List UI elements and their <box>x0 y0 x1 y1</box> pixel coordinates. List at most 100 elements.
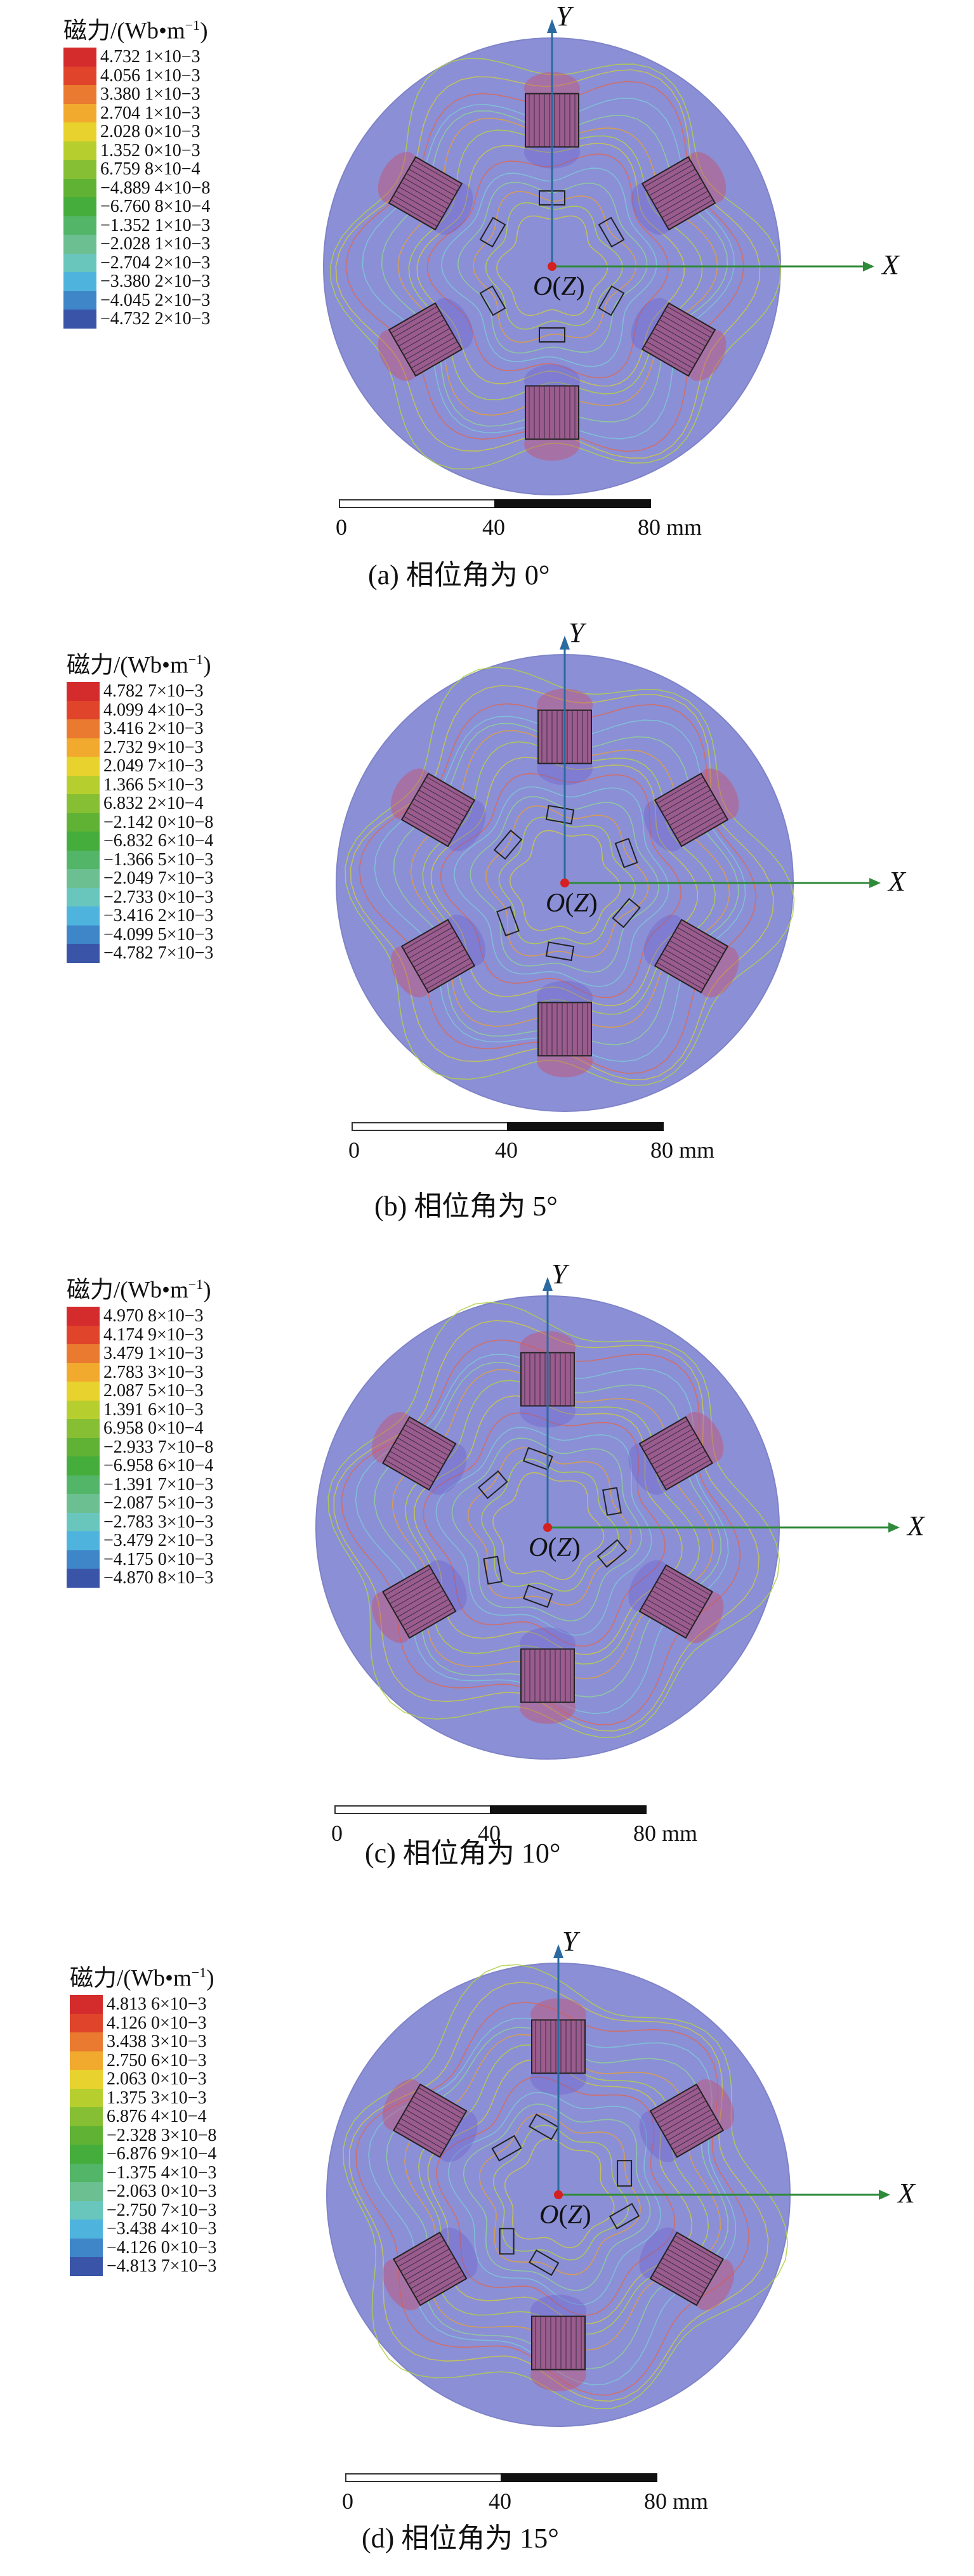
origin-dot <box>560 879 569 887</box>
magnet-block <box>378 297 473 381</box>
legend-swatch <box>67 794 100 813</box>
legend-swatch <box>70 2257 103 2276</box>
scale-label-80: 80 mm <box>650 1137 715 1163</box>
small-block <box>522 1447 553 1471</box>
legend-title: 磁力/(Wb•m−1) <box>67 1276 211 1304</box>
contour-lines <box>329 58 782 470</box>
legend-color-bar <box>63 48 96 329</box>
contour-line <box>410 729 730 1028</box>
contour-line <box>473 190 637 343</box>
origin-label: O(Z) <box>533 272 585 301</box>
legend-swatch <box>67 906 100 925</box>
legend-value: −6.832 6×10−4 <box>103 831 214 851</box>
legend-swatch <box>67 850 100 870</box>
contour-line <box>333 1319 760 1732</box>
legend-swatch <box>67 775 100 795</box>
legend-value: −2.933 7×10−8 <box>103 1437 214 1457</box>
legend-value: 3.380 1×10−3 <box>100 84 201 105</box>
legend-value: 1.366 5×10−3 <box>103 775 204 795</box>
origin-dot <box>548 262 556 271</box>
field-plot <box>336 636 881 1131</box>
legend-swatch <box>67 944 100 963</box>
legend-value: −2.087 5×10−3 <box>103 1493 214 1514</box>
magnet-block <box>378 152 473 235</box>
color-legend: 磁力/(Wb•m−1) 4.782 7×10−3 4.099 4×10−3 3.416… <box>67 647 214 963</box>
legend-value: 1.375 3×10−3 <box>107 2088 207 2108</box>
magnet-block <box>628 1411 724 1495</box>
legend-swatch <box>63 66 96 86</box>
origin-dot <box>554 2190 563 2199</box>
legend-swatch <box>67 1569 100 1588</box>
legend-value: −2.783 3×10−3 <box>103 1512 214 1532</box>
legend-value: 1.391 6×10−3 <box>103 1399 204 1420</box>
color-legend: 磁力/(Wb•m−1) 4.732 1×10−3 4.056 1×10−3 3.380… <box>63 13 211 329</box>
panel-caption: (a) 相位角为 0° <box>368 559 550 591</box>
small-block <box>545 941 575 962</box>
contour-line <box>392 1369 713 1680</box>
contour-line <box>498 816 636 945</box>
legend-swatch <box>63 103 96 123</box>
legend-swatch <box>67 1531 100 1550</box>
legend-swatch <box>67 700 100 720</box>
magnet-block <box>628 1560 724 1644</box>
y-axis-label: Y <box>569 617 584 648</box>
legend-swatch <box>63 235 96 254</box>
magnet-block <box>639 2227 735 2311</box>
small-block <box>609 2202 640 2230</box>
legend-value: −4.126 0×10−3 <box>107 2237 217 2258</box>
legend-swatch <box>67 682 100 701</box>
legend-swatch <box>67 813 100 832</box>
legend-value: 4.126 0×10−3 <box>107 2013 207 2033</box>
legend-swatch <box>63 122 96 141</box>
small-block <box>539 327 565 343</box>
legend-swatch <box>67 1307 100 1326</box>
scale-label-0: 0 <box>331 1821 343 1846</box>
legend-value: 4.970 8×10−3 <box>103 1306 204 1326</box>
contour-line <box>422 741 716 1015</box>
legend-value: 6.832 2×10−4 <box>103 794 204 814</box>
small-block <box>598 216 625 248</box>
magnet-block <box>643 768 739 852</box>
small-block <box>602 1487 622 1516</box>
small-block <box>477 1470 508 1500</box>
origin-label: O(Z) <box>546 889 598 918</box>
legend-swatch <box>67 757 100 776</box>
legend-value: −1.391 7×10−3 <box>103 1474 214 1494</box>
legend-value: 3.479 1×10−3 <box>103 1344 204 1364</box>
legend-value: −1.375 4×10−3 <box>107 2162 217 2183</box>
contour-line <box>496 215 608 317</box>
legend-value: −1.366 5×10−3 <box>103 849 214 870</box>
scale-bar-light <box>345 2473 502 2482</box>
contour-line <box>355 2001 750 2396</box>
legend-value: 2.063 0×10−3 <box>107 2069 207 2089</box>
legend-value: 4.174 9×10−3 <box>103 1324 204 1345</box>
scale-label-80: 80 mm <box>644 2488 709 2514</box>
contour-line <box>492 1472 605 1580</box>
small-block <box>522 1584 553 1608</box>
contour-lines <box>327 1302 780 1738</box>
legend-swatch <box>70 2145 103 2164</box>
contour-line <box>416 143 685 387</box>
legend-value: 2.087 5×10−3 <box>103 1381 204 1401</box>
legend-value: 3.438 3×10−3 <box>107 2032 207 2052</box>
legend-value: −4.732 2×10−3 <box>100 309 211 329</box>
contour-lines <box>345 666 795 1086</box>
contour-line <box>463 2103 651 2291</box>
y-axis-label: Y <box>551 1259 567 1290</box>
contour-line <box>435 1427 652 1636</box>
contour-line <box>327 1302 780 1738</box>
legend-swatch <box>67 1512 100 1532</box>
legend-swatch <box>63 85 96 104</box>
legend-swatch <box>67 1344 100 1363</box>
contour-line <box>345 666 795 1086</box>
scale-bar-light <box>352 1122 508 1131</box>
legend-swatch <box>70 2220 103 2239</box>
legend-swatch <box>67 1456 100 1475</box>
contour-line <box>481 1458 619 1592</box>
legend-value: −4.045 2×10−3 <box>100 290 211 310</box>
legend-value: 4.732 1×10−3 <box>100 47 201 67</box>
legend-value: −2.328 3×10−8 <box>107 2125 217 2145</box>
legend-swatch <box>67 1437 100 1457</box>
small-block <box>598 285 625 317</box>
scale-bar-dark <box>494 499 651 508</box>
